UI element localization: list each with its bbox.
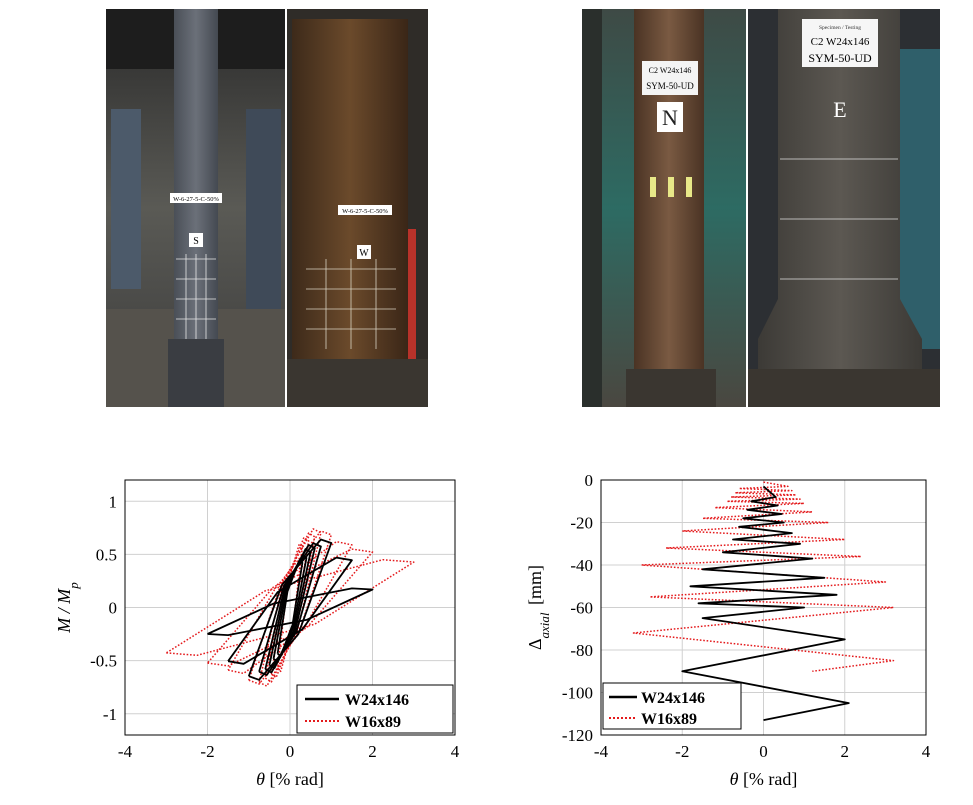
y-tick-label: -0.5 [90, 652, 117, 671]
legend-label-w16x89: W16x89 [641, 711, 697, 728]
legend-label-w24x146: W24x146 [345, 692, 409, 709]
y-axis-label: M / Mp [54, 582, 81, 634]
x-tick-label: -4 [594, 742, 609, 761]
hysteresis-loop-w16x89 [276, 543, 304, 673]
legend: W24x146 W16x89 [296, 684, 454, 734]
specimen-photo-w16x89: W-6-27-5-C-50% S W-6-27-5-C-50% W [106, 9, 428, 407]
hysteresis-loop-w16x89 [248, 530, 333, 685]
y-axis-label: Δaxial [mm] [525, 565, 552, 650]
face-letter-s: S [193, 236, 199, 247]
face-letter-w: W [359, 248, 369, 259]
y-tick-label: 0 [585, 471, 594, 490]
hysteresis-loop-w24x146 [227, 556, 353, 665]
legend-label-w16x89: W16x89 [345, 714, 401, 731]
y-tick-label: -100 [562, 684, 593, 703]
moment-rotation-chart: -4 -2 0 2 4 -1 -0.5 0 0.5 1 θ [% rad] M / Mp W24x… [0, 440, 486, 800]
y-tick-label: 0 [109, 599, 118, 618]
hysteresis-loop-w24x146 [247, 538, 333, 681]
hysteresis-loop-w16x89 [165, 558, 415, 657]
east-card-line1: C2 W24x146 [811, 36, 870, 48]
y-tick-label: -120 [562, 726, 593, 745]
y-tick-label: -80 [570, 641, 593, 660]
moment-rotation-plot: -4 -2 0 2 4 -1 -0.5 0 0.5 1 θ [% rad] M / Mp W24x… [54, 479, 460, 789]
x-tick-label: 4 [922, 742, 931, 761]
y-tick-label: -60 [570, 599, 593, 618]
x-tick-label: 2 [841, 742, 850, 761]
hysteresis-loop-w24x146 [207, 587, 374, 636]
axial-curve-w24x146 [681, 485, 850, 721]
x-tick-label: -2 [675, 742, 689, 761]
face-letter-e: E [833, 97, 846, 122]
axial-shortening-plot: -4 -2 0 2 4-120-100-80-60-40-200 θ [% rad] Δ… [525, 471, 931, 789]
hysteresis-loop-w16x89 [227, 540, 353, 675]
hysteresis-loop-w24x146 [258, 542, 322, 676]
hysteresis-loop-w16x89 [264, 532, 316, 683]
legend: W24x146 W16x89 [602, 682, 742, 730]
hysteresis-loop-w24x146 [264, 544, 316, 674]
legend-label-w24x146: W24x146 [641, 690, 705, 707]
x-tick-label: 2 [368, 742, 377, 761]
x-axis-label: θ [% rad] [730, 769, 798, 789]
y-tick-label: 1 [109, 492, 118, 511]
x-tick-label: -2 [200, 742, 214, 761]
face-letter-n: N [662, 105, 678, 130]
east-card-line2: SYM-50-UD [808, 51, 872, 65]
x-tick-label: 0 [286, 742, 295, 761]
x-tick-label: 4 [451, 742, 460, 761]
specimen-photo-w24x146: C2 W24x146 SYM-50-UD N Specimen / Testin… [582, 9, 940, 407]
y-tick-label: -1 [103, 705, 117, 724]
specimen-label-s: W-6-27-5-C-50% [173, 196, 219, 203]
north-card-line2: SYM-50-UD [646, 81, 694, 91]
east-card-heading: Specimen / Testing [819, 25, 861, 31]
x-tick-label: -4 [118, 742, 133, 761]
x-tick-label: 0 [759, 742, 768, 761]
specimen-label-w: W-6-27-5-C-50% [342, 208, 388, 215]
y-tick-label: -20 [570, 514, 593, 533]
y-tick-label: 0.5 [96, 545, 117, 564]
y-tick-label: -40 [570, 556, 593, 575]
axial-shortening-chart: -4 -2 0 2 4 -120 -100 -80 -60 -40 -20 0 θ [% rad] Δ… [486, 440, 973, 800]
hysteresis-loop-w16x89 [206, 548, 374, 667]
north-card-line1: C2 W24x146 [649, 66, 692, 75]
x-axis-label: θ [% rad] [256, 769, 324, 789]
